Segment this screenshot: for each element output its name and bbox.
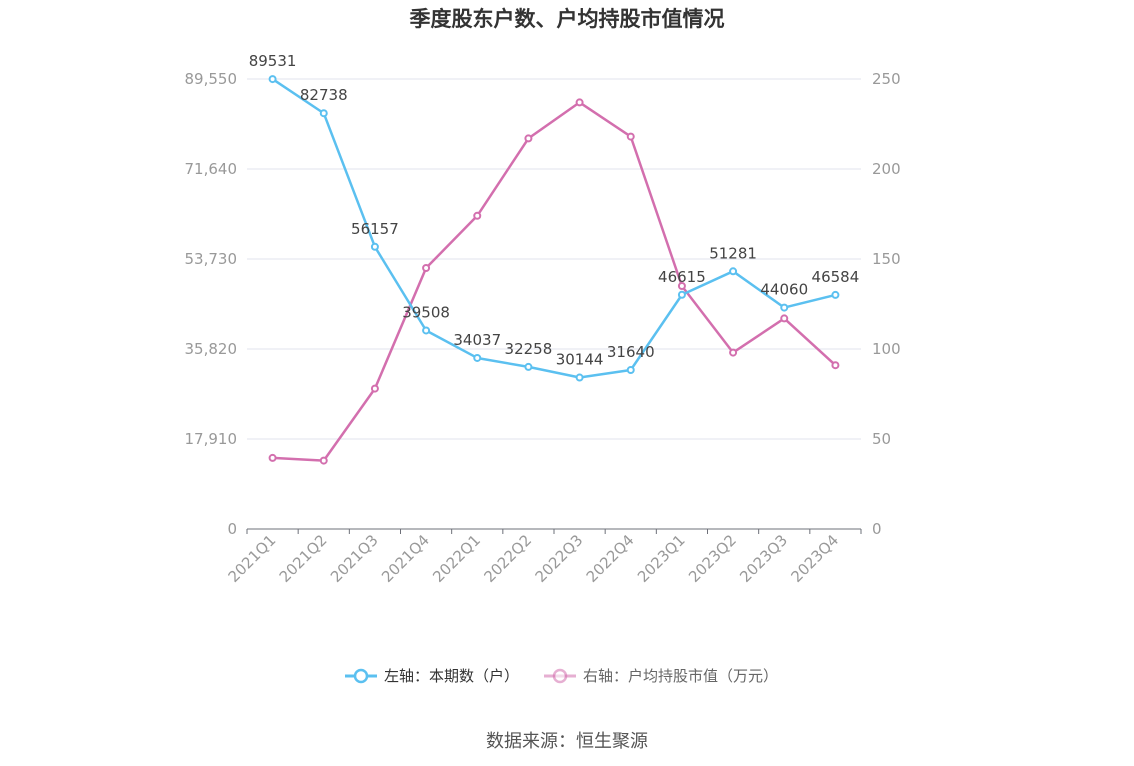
series <box>268 75 840 465</box>
data-point-right[interactable] <box>831 361 840 370</box>
data-point-left[interactable] <box>780 303 789 312</box>
right-tick-label: 0 <box>872 520 882 538</box>
data-point-left[interactable] <box>473 353 482 362</box>
right-tick-label: 100 <box>872 340 901 358</box>
right-tick-label: 150 <box>872 250 901 268</box>
chart-title: 季度股东户数、户均持股市值情况 <box>410 7 725 31</box>
data-label: 39508 <box>402 303 450 321</box>
right-tick-label: 200 <box>872 160 901 178</box>
x-tick-label: 2023Q3 <box>736 531 791 586</box>
grid <box>247 78 861 440</box>
data-point-left[interactable] <box>626 366 635 375</box>
data-label: 82738 <box>300 86 348 104</box>
data-label: 31640 <box>607 343 655 361</box>
x-tick-label: 2022Q4 <box>583 531 638 586</box>
x-tick-label: 2023Q1 <box>634 531 689 586</box>
right-tick-label: 50 <box>872 430 891 448</box>
right-tick-label: 250 <box>872 70 901 88</box>
data-label: 51281 <box>709 244 757 262</box>
data-point-left[interactable] <box>575 373 584 382</box>
data-point-right[interactable] <box>626 132 635 141</box>
legend-label-left: 左轴：本期数（户） <box>384 667 519 685</box>
data-point-right[interactable] <box>319 456 328 465</box>
data-point-left[interactable] <box>831 290 840 299</box>
x-tick-label: 2023Q2 <box>685 531 740 586</box>
legend-item-right[interactable]: 右轴：户均持股市值（万元） <box>544 667 778 685</box>
x-tick-label: 2022Q1 <box>429 531 484 586</box>
data-point-right[interactable] <box>473 211 482 220</box>
x-tick-label: 2021Q1 <box>225 531 280 586</box>
x-tick-label: 2023Q4 <box>787 531 842 586</box>
data-point-left[interactable] <box>370 242 379 251</box>
x-tick-label: 2021Q2 <box>276 531 331 586</box>
legend-label-right: 右轴：户均持股市值（万元） <box>583 667 778 685</box>
data-point-left[interactable] <box>524 362 533 371</box>
left-tick-label: 35,820 <box>185 340 238 358</box>
data-label: 44060 <box>760 281 808 299</box>
series-line-left <box>271 78 836 379</box>
left-tick-label: 71,640 <box>185 160 238 178</box>
x-tick-label: 2021Q3 <box>327 531 382 586</box>
data-point-left[interactable] <box>268 75 277 84</box>
data-point-right[interactable] <box>575 98 584 107</box>
legend: 左轴：本期数（户） 右轴：户均持股市值（万元） <box>345 667 778 685</box>
data-label: 32258 <box>505 340 553 358</box>
data-point-left[interactable] <box>729 267 738 276</box>
data-point-left[interactable] <box>677 290 686 299</box>
data-point-right[interactable] <box>677 282 686 290</box>
data-label: 30144 <box>556 351 604 369</box>
source-note: 数据来源：恒生聚源 <box>486 731 648 752</box>
x-tick-label: 2021Q4 <box>378 531 433 586</box>
left-tick-label: 89,550 <box>185 70 238 88</box>
legend-item-left[interactable]: 左轴：本期数（户） <box>345 667 519 685</box>
x-axis: 2021Q12021Q22021Q32021Q42022Q12022Q22022… <box>225 528 862 586</box>
left-tick-label: 53,730 <box>185 250 238 268</box>
data-label: 46615 <box>658 268 706 286</box>
left-tick-label: 17,910 <box>185 430 238 448</box>
data-label: 46584 <box>812 268 860 286</box>
data-label: 89531 <box>249 52 297 70</box>
data-label: 34037 <box>453 331 501 349</box>
data-point-left[interactable] <box>422 326 431 335</box>
data-point-right[interactable] <box>780 314 789 323</box>
left-tick-label: 0 <box>227 520 237 538</box>
data-point-left[interactable] <box>319 109 328 118</box>
data-point-right[interactable] <box>370 384 379 393</box>
data-label: 56157 <box>351 220 399 238</box>
series-line-right <box>272 101 837 462</box>
x-tick-label: 2022Q3 <box>532 531 587 586</box>
data-point-right[interactable] <box>268 453 277 462</box>
data-point-right[interactable] <box>422 264 431 272</box>
data-point-right[interactable] <box>524 134 533 143</box>
right-axis: 0 50 100 150 200 250 <box>872 70 901 538</box>
data-point-right[interactable] <box>729 348 738 357</box>
x-tick-label: 2022Q2 <box>480 531 535 586</box>
left-axis: 0 17,910 35,820 53,730 71,640 89,550 <box>185 70 238 538</box>
